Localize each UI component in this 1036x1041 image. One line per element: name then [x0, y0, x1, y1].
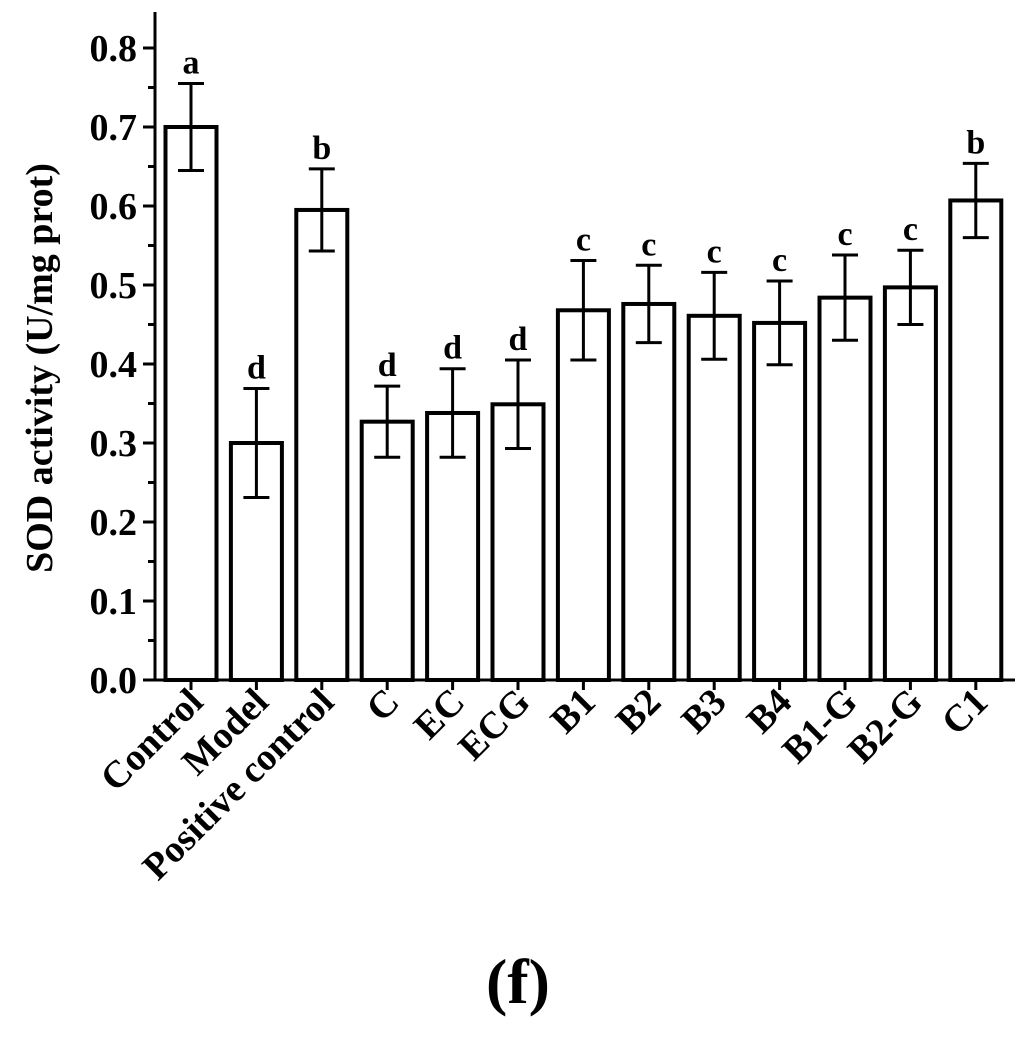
error-bar [897, 248, 924, 326]
bar-c [359, 419, 415, 682]
error-bar [962, 161, 989, 240]
bar-b1 [555, 308, 611, 682]
significance-letter: c [576, 222, 591, 259]
significance-letter: d [509, 321, 528, 358]
x-tick-label: B1 [543, 681, 604, 742]
error-bars-group [178, 82, 989, 500]
x-tick-label: B2 [608, 681, 669, 742]
error-bar [570, 259, 597, 362]
panel-label: (f) [486, 946, 550, 1017]
significance-letter: c [903, 211, 918, 248]
significance-letter: c [772, 242, 787, 279]
error-bar [701, 270, 728, 361]
significance-letter: a [183, 45, 200, 82]
bar-b3 [686, 313, 742, 682]
y-tick-label: 0.0 [90, 660, 138, 702]
error-bar [308, 167, 335, 253]
x-tick-label: ECG [450, 681, 538, 769]
y-tick-label: 0.1 [90, 581, 138, 623]
y-tick-label: 0.8 [90, 28, 138, 70]
axes-group [143, 12, 1015, 690]
y-tick-label: 0.6 [90, 186, 138, 228]
error-bar [505, 358, 531, 451]
x-tick-label: B2-G [840, 681, 931, 772]
significance-letter: d [378, 347, 397, 384]
error-bar [635, 263, 662, 345]
bar-control [163, 125, 219, 682]
y-tick-label: 0.4 [90, 344, 138, 386]
error-bar [243, 386, 270, 500]
y-tick-label: 0.3 [90, 423, 138, 465]
error-bar [178, 82, 204, 172]
significance-letter: b [966, 124, 985, 161]
bar-b2 [621, 301, 677, 682]
error-bar [374, 384, 401, 459]
y-axis-label: SOD activity (U/mg prot) [19, 163, 61, 573]
error-bar [832, 253, 858, 342]
error-bar [766, 279, 793, 367]
y-tick-label: 0.7 [90, 107, 138, 149]
bar-b1-g [817, 295, 873, 682]
significance-letters-group: a d b d d d c c c c c c b [183, 45, 986, 387]
bar-b4 [752, 320, 808, 682]
significance-letter: c [641, 226, 656, 263]
bar-positive-control [294, 207, 350, 682]
x-tick-label: B3 [673, 681, 734, 742]
significance-letter: d [443, 330, 462, 367]
significance-letter: b [312, 130, 331, 167]
y-tick-label: 0.2 [90, 502, 138, 544]
bar-b2-g [882, 285, 938, 682]
y-tick-label: 0.5 [90, 265, 138, 307]
bar-c1 [948, 198, 1004, 682]
significance-letter: c [707, 233, 722, 270]
significance-letter: c [837, 216, 852, 253]
bars-group [163, 125, 1004, 682]
x-tick-label: B1-G [774, 681, 865, 772]
significance-letter: d [247, 349, 266, 386]
error-bar [439, 367, 466, 459]
x-tick-label: C1 [934, 681, 997, 744]
x-tick-label: C [358, 681, 407, 730]
y-tick-labels-group: 0.0 0.1 0.2 0.3 0.4 0.5 0.6 0.7 0.8 [90, 28, 138, 702]
